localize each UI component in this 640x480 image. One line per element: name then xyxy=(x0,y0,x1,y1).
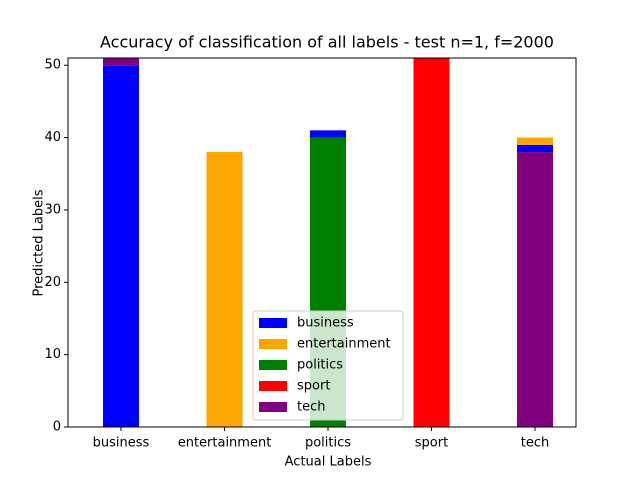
y-axis-label: Predicted Labels xyxy=(32,189,47,296)
legend-swatch xyxy=(259,360,287,370)
x-tick-label: business xyxy=(93,436,150,451)
y-tick-label: 40 xyxy=(44,130,61,145)
legend-swatch xyxy=(259,402,287,412)
legend-label: sport xyxy=(297,379,330,394)
legend-label: entertainment xyxy=(297,337,391,352)
legend-swatch xyxy=(259,318,287,328)
bar-segment xyxy=(103,58,139,66)
legend-label: business xyxy=(297,316,354,331)
legend-swatch xyxy=(259,381,287,391)
bar-segment xyxy=(413,58,450,427)
bar-segment xyxy=(517,144,553,153)
plot-area xyxy=(103,58,553,427)
y-tick-label: 50 xyxy=(44,58,61,73)
x-axis-label: Actual Labels xyxy=(285,455,372,470)
legend-swatch xyxy=(259,339,287,349)
x-tick-label: entertainment xyxy=(178,436,272,451)
legend: business entertainment politics sport tech xyxy=(252,310,404,421)
y-tick-label: 0 xyxy=(53,420,61,435)
bar-segment xyxy=(206,152,243,427)
bar-segment xyxy=(517,152,553,427)
bar-segment xyxy=(103,65,139,427)
bar-segment xyxy=(310,130,346,138)
legend-label: tech xyxy=(297,400,325,415)
axes-frame xyxy=(67,57,577,428)
y-tick-label: 10 xyxy=(44,347,61,362)
x-tick-label: sport xyxy=(415,436,448,451)
y-tick-label: 20 xyxy=(44,275,61,290)
y-tick-label: 30 xyxy=(44,202,61,217)
legend-label: politics xyxy=(297,358,343,373)
x-tick-label: politics xyxy=(305,436,351,451)
bar-segment xyxy=(517,137,553,145)
x-tick-label: tech xyxy=(521,436,549,451)
legend-box xyxy=(252,310,404,421)
chart-title: Accuracy of classification of all labels… xyxy=(100,33,554,52)
